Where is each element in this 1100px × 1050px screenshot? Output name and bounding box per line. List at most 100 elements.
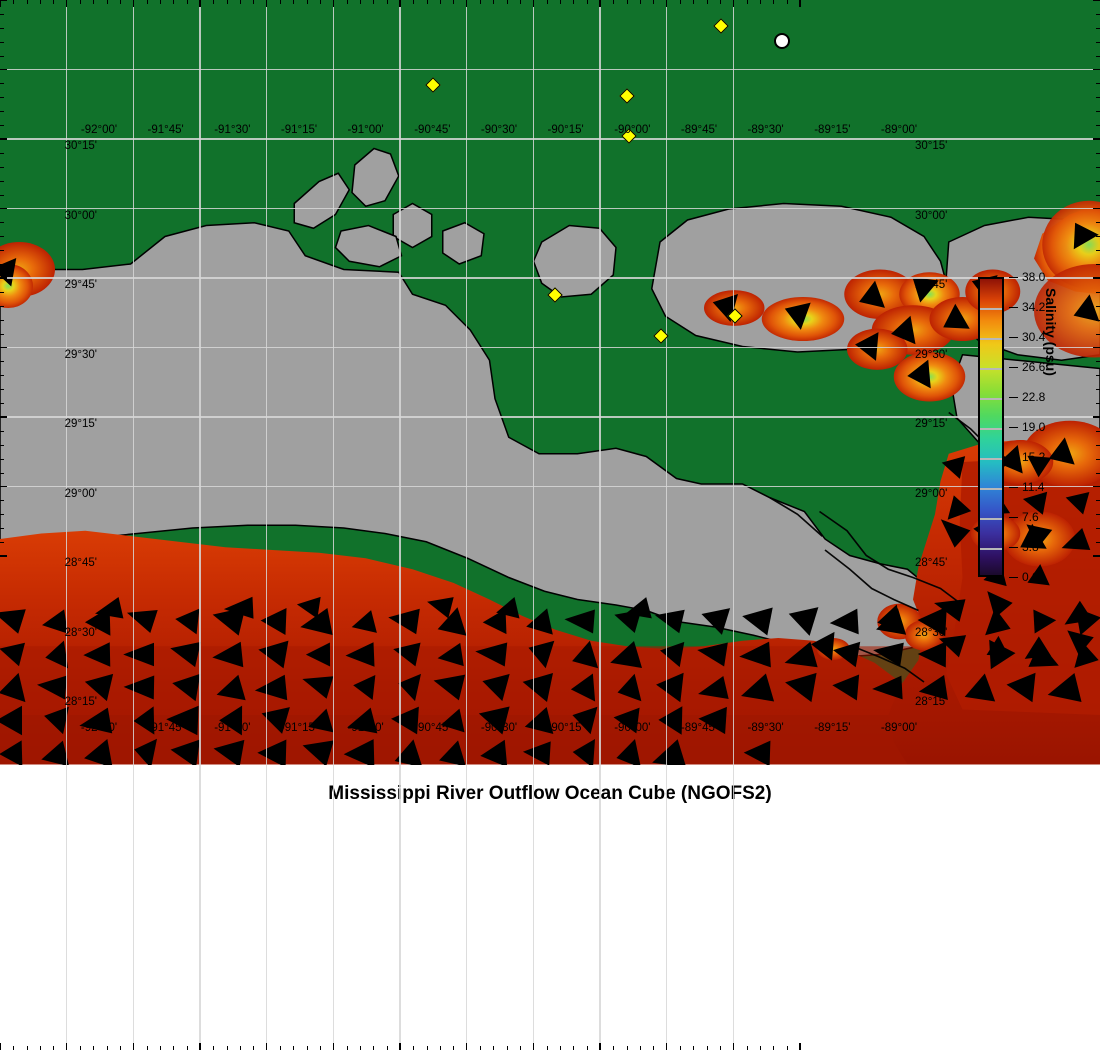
salinity-field xyxy=(0,0,1100,765)
axis-tick-minor xyxy=(426,0,428,4)
colorbar-tick-label: 11.4 xyxy=(1022,480,1045,494)
y-axis-tick-label: 28°15' xyxy=(915,696,948,708)
axis-tick-minor xyxy=(226,0,228,4)
colorbar-tick xyxy=(1009,457,1018,459)
axis-tick xyxy=(0,207,7,210)
x-axis-tick-label: -91°30' xyxy=(214,722,251,734)
axis-tick-minor xyxy=(0,305,4,307)
y-axis-tick-label: 30°00' xyxy=(64,209,97,222)
y-axis-tick-label: 30°15' xyxy=(915,140,948,152)
graticule-parallel xyxy=(0,485,1100,488)
current-vector-arrow xyxy=(0,258,17,287)
x-axis-tick-label: -90°15' xyxy=(547,722,584,734)
colorbar-segment-line xyxy=(980,428,1002,430)
x-axis-tick-label: -90°00' xyxy=(614,722,651,734)
graticule-meridian xyxy=(132,0,135,1050)
axis-tick-minor xyxy=(626,0,628,4)
axis-tick-minor xyxy=(760,0,761,4)
x-axis-tick-label: -89°15' xyxy=(814,124,851,136)
axis-tick-minor xyxy=(173,0,175,4)
graticule-parallel xyxy=(0,68,1100,71)
axis-tick-minor xyxy=(0,27,4,29)
axis-tick-minor xyxy=(213,0,215,4)
x-axis-tick-label: -89°00' xyxy=(880,722,918,734)
y-axis-tick-label: 29°45' xyxy=(64,279,97,291)
y-axis-tick-label: 29°45' xyxy=(915,279,948,291)
axis-tick-minor xyxy=(546,0,548,4)
x-axis-tick-label: -92°00' xyxy=(80,124,118,136)
axis-tick xyxy=(132,0,135,7)
axis-tick xyxy=(0,416,7,418)
graticule-meridian xyxy=(732,0,735,1050)
graticule-meridian xyxy=(332,0,335,1050)
axis-tick-minor xyxy=(413,0,415,4)
axis-tick-minor xyxy=(0,194,4,196)
axis-tick xyxy=(599,0,601,7)
axis-tick-minor xyxy=(506,0,508,4)
graticule-meridian xyxy=(399,0,401,1050)
usm-instrumentation-marker[interactable] xyxy=(774,32,791,49)
axis-tick xyxy=(0,346,7,349)
colorbar-tick-label: 7.6 xyxy=(1022,510,1039,524)
axis-tick-minor xyxy=(0,472,4,474)
colorbar-tick xyxy=(1009,277,1018,279)
axis-tick-minor xyxy=(693,0,695,4)
axis-tick xyxy=(332,0,335,7)
axis-tick-minor xyxy=(386,0,388,4)
y-axis-tick-label: 29°00' xyxy=(64,487,97,500)
y-axis-tick-label: 30°00' xyxy=(915,209,948,222)
colorbar-gradient xyxy=(980,279,1002,575)
axis-tick-minor xyxy=(0,514,4,516)
colorbar-segment-line xyxy=(980,518,1002,520)
axis-tick xyxy=(199,0,201,7)
axis-tick xyxy=(665,0,668,7)
axis-tick-minor xyxy=(0,361,4,363)
axis-tick-minor xyxy=(0,222,4,224)
x-axis-labels-bottom: -92°00' -91°45' -91°30' -91°15' -91°00' -90°4… xyxy=(0,722,1100,738)
colorbar-segment-line xyxy=(980,308,1002,310)
x-axis-tick-label: -91°15' xyxy=(280,124,318,136)
colorbar-segment-line xyxy=(980,398,1002,400)
graticule-parallel xyxy=(0,416,1100,418)
colorbar-tick-label: 19.0 xyxy=(1022,420,1046,434)
y-axis-tick-label: 29°30' xyxy=(64,348,97,361)
y-axis-tick-label: 28°30' xyxy=(915,626,948,639)
axis-tick-minor xyxy=(0,250,4,252)
axis-tick-minor xyxy=(120,0,121,4)
axis-tick-minor xyxy=(560,0,561,4)
axis-tick-minor xyxy=(480,0,481,4)
current-vector-arrow xyxy=(784,302,811,330)
axis-tick-minor xyxy=(0,264,4,266)
axis-tick-minor xyxy=(0,83,4,85)
axis-tick-minor xyxy=(346,0,348,4)
axis-tick-minor xyxy=(253,0,255,4)
colorbar-tick xyxy=(1009,367,1018,369)
x-axis-tick-label: -91°30' xyxy=(214,124,251,136)
axis-tick-minor xyxy=(13,0,15,4)
axis-tick-minor xyxy=(0,180,4,182)
axis-tick-minor xyxy=(160,0,161,4)
colorbar-tick xyxy=(1009,307,1018,309)
axis-tick-minor xyxy=(0,528,4,530)
colorbar-tick-label: 0.0 xyxy=(1022,570,1039,584)
axis-tick-minor xyxy=(586,0,588,4)
footer-title: Mississippi River Outflow Ocean Cube (NG… xyxy=(328,783,772,804)
axis-tick-minor xyxy=(306,0,308,4)
axis-tick xyxy=(399,0,401,7)
axis-tick-minor xyxy=(293,0,295,4)
x-axis-tick-label: -90°00' xyxy=(614,124,651,136)
axis-tick-minor xyxy=(520,0,521,4)
axis-tick-minor xyxy=(0,500,4,502)
axis-tick-minor xyxy=(280,0,281,4)
axis-tick-minor xyxy=(0,389,4,391)
x-axis-tick-label: -89°30' xyxy=(747,722,784,734)
axis-tick-minor xyxy=(0,125,4,127)
x-axis-tick-label: -90°30' xyxy=(480,124,518,136)
axis-tick xyxy=(532,0,535,7)
colorbar-tick-label: 38.0 xyxy=(1022,270,1046,284)
axis-tick-minor xyxy=(146,0,148,4)
axis-tick-minor xyxy=(240,0,241,4)
colorbar-tick xyxy=(1009,487,1018,489)
